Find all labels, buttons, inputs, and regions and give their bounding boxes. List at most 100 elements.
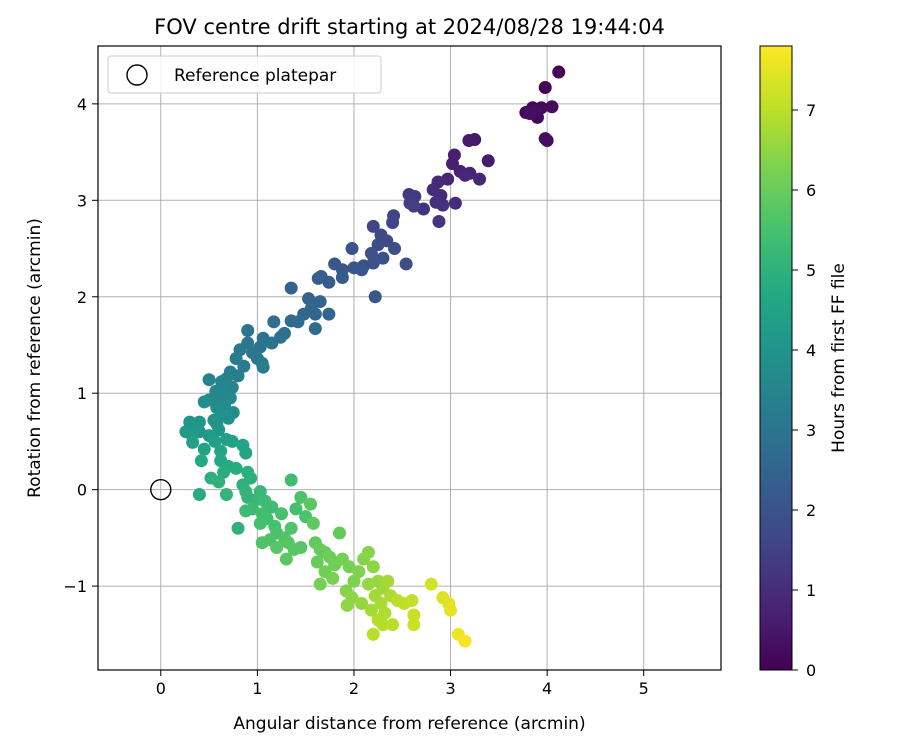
colorbar-tick-label: 6 (806, 181, 816, 200)
colorbar-tick-label: 1 (806, 581, 816, 600)
data-point (212, 423, 226, 437)
colorbar-tick-label: 7 (806, 101, 816, 120)
data-point (255, 536, 269, 550)
data-point (366, 627, 380, 641)
data-point (386, 618, 400, 632)
data-point (241, 336, 255, 350)
data-point (366, 219, 380, 233)
data-point (342, 560, 356, 574)
data-point (523, 107, 537, 121)
data-point (186, 435, 200, 449)
data-point (237, 359, 251, 373)
data-point (462, 134, 476, 148)
data-point (310, 555, 324, 569)
data-point (538, 80, 552, 94)
x-tick-label: 1 (252, 679, 262, 698)
y-tick-label: 4 (77, 95, 87, 114)
data-point (194, 454, 208, 468)
data-point (448, 196, 462, 210)
data-point (221, 411, 235, 425)
data-point (355, 263, 369, 277)
data-point (407, 618, 421, 632)
colorbar-tick-label: 4 (806, 341, 816, 360)
data-point (241, 490, 255, 504)
data-point (311, 271, 325, 285)
data-point (376, 251, 390, 265)
y-axis-ticks: −1 0 1 2 3 4 (63, 95, 98, 596)
colorbar-tick-label: 2 (806, 501, 816, 520)
legend-label: Reference platepar (174, 66, 336, 86)
data-point (364, 603, 378, 617)
data-point (432, 215, 446, 229)
data-point (212, 475, 226, 489)
colorbar (759, 45, 793, 671)
data-point (381, 574, 395, 588)
data-point (368, 290, 382, 304)
data-point (279, 552, 293, 566)
x-axis-label: Angular distance from reference (arcmin) (233, 714, 585, 734)
x-tick-label: 2 (349, 679, 359, 698)
data-point (473, 172, 487, 186)
data-point (364, 246, 378, 260)
data-point (436, 198, 450, 212)
y-tick-label: 2 (77, 288, 87, 307)
colorbar-ticks: 0 1 2 3 4 5 6 7 (792, 101, 816, 680)
data-point (347, 574, 361, 588)
colorbar-tick-label: 0 (806, 661, 816, 680)
data-point (214, 444, 228, 458)
data-point (270, 541, 284, 555)
data-point (291, 315, 305, 329)
data-point (386, 215, 400, 229)
data-point (405, 594, 419, 608)
data-point (458, 168, 472, 182)
plot-area-frame (97, 45, 722, 671)
legend-box (107, 55, 382, 94)
data-point (294, 490, 308, 504)
data-point (225, 434, 239, 448)
x-tick-label: 3 (445, 679, 455, 698)
data-point (424, 577, 438, 591)
data-point (426, 183, 440, 197)
data-point (197, 442, 211, 456)
y-tick-label: −1 (63, 577, 87, 596)
data-point (179, 425, 193, 439)
data-point (399, 257, 413, 271)
data-point (545, 100, 559, 114)
data-point (332, 526, 346, 540)
data-point (294, 541, 308, 555)
data-point (256, 360, 270, 374)
x-axis-ticks: 0 1 2 3 4 5 (156, 670, 649, 698)
x-tick-label: 4 (542, 679, 552, 698)
data-point (253, 516, 267, 530)
data-points (150, 65, 566, 648)
y-tick-label: 1 (77, 384, 87, 403)
data-point (361, 545, 375, 559)
data-point (326, 571, 340, 585)
data-point (407, 199, 421, 213)
data-point (345, 242, 359, 256)
data-point (335, 270, 349, 284)
data-point (303, 497, 317, 511)
chart-title: FOV centre drift starting at 2024/08/28 … (154, 15, 665, 39)
legend: Reference platepar (107, 55, 382, 94)
reference-platepar-point (150, 478, 172, 501)
y-tick-label: 3 (77, 191, 87, 210)
data-point (340, 598, 354, 612)
data-point (458, 634, 472, 648)
y-tick-label: 0 (77, 481, 87, 500)
data-point (407, 608, 421, 622)
data-point (239, 446, 253, 460)
grid-lines (98, 46, 721, 670)
data-point (308, 307, 322, 321)
colorbar-tick-label: 3 (806, 421, 816, 440)
x-tick-label: 5 (639, 679, 649, 698)
data-point (284, 473, 298, 487)
data-point (229, 461, 243, 475)
data-point (328, 257, 342, 271)
data-point (192, 487, 206, 501)
data-point (231, 521, 245, 535)
data-point (239, 504, 253, 518)
data-point (352, 565, 366, 579)
data-point (215, 375, 229, 389)
